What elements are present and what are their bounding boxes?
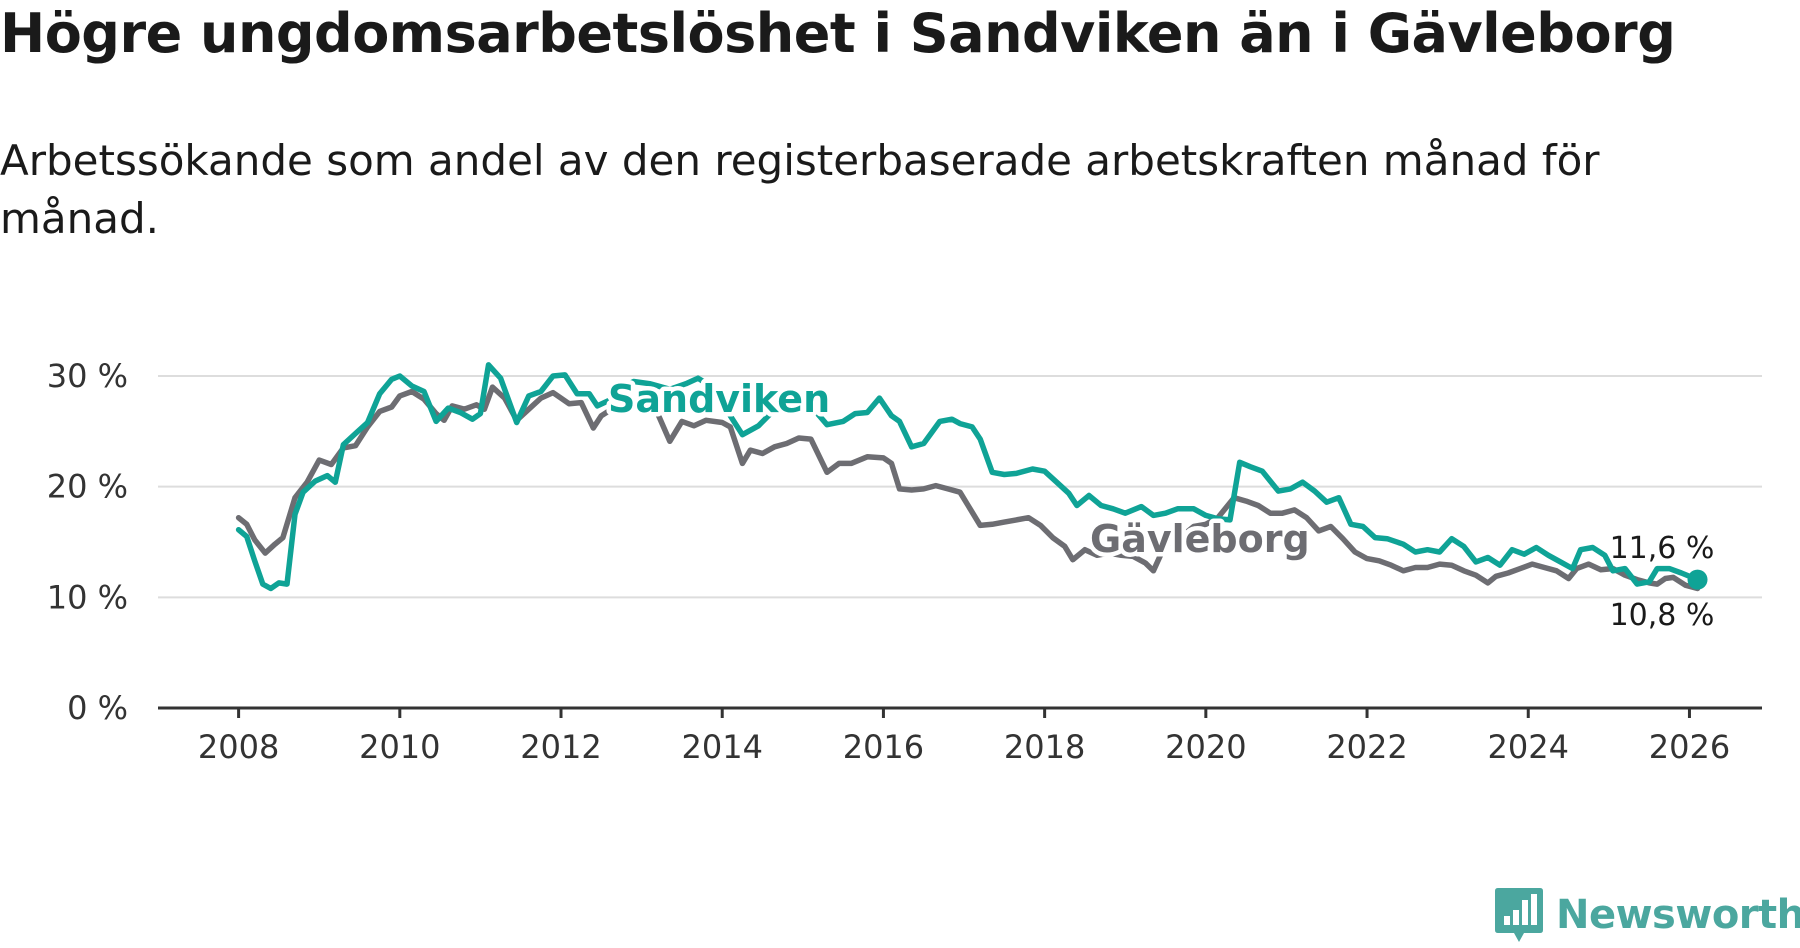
brand-name: Newsworthy	[1556, 892, 1800, 938]
x-tick-label-2016: 2016	[843, 728, 924, 766]
end-label-sandviken: 11,6 %	[1610, 531, 1715, 566]
x-tick-label-2026: 2026	[1649, 728, 1730, 766]
chart-title: Högre ungdomsarbetslöshet i Sandviken än…	[0, 2, 1676, 65]
newsworthy-logo-icon	[1495, 888, 1543, 942]
y-tick-label-10: 10 %	[47, 578, 128, 616]
x-tick-label-2014: 2014	[682, 728, 763, 766]
series-lines	[235, 362, 1708, 592]
x-tick-label-2024: 2024	[1488, 728, 1569, 766]
series-labels: Sandviken Gävleborg 11,6 % 10,8 %	[604, 373, 1715, 634]
gridlines	[158, 375, 1762, 599]
x-tick-label-2012: 2012	[520, 728, 601, 766]
x-tick-label-2010: 2010	[359, 728, 440, 766]
x-tick-label-2022: 2022	[1326, 728, 1407, 766]
y-tick-label-20: 20 %	[47, 468, 128, 506]
y-tick-label-30: 30 %	[47, 357, 128, 395]
y-tick-label-0: 0 %	[67, 689, 128, 727]
series-label-gavleborg: Gävleborg	[1090, 517, 1310, 561]
series-line-sandviken	[235, 362, 1701, 592]
axes: 0 % 10 % 20 % 30 % 2008 2010 2012 2014 2016 2018 2…	[47, 357, 1762, 766]
series-label-sandviken: Sandviken	[608, 377, 830, 421]
x-tick-label-2020: 2020	[1165, 728, 1246, 766]
x-tick-label-2018: 2018	[1004, 728, 1085, 766]
chart-subtitle: Arbetssökande som andel av den registerb…	[0, 136, 1600, 243]
end-label-gavleborg: 10,8 %	[1610, 598, 1715, 633]
newsworthy-logo: Newsworthy	[1494, 886, 1800, 944]
end-dot-sandviken	[1687, 569, 1708, 590]
series-line-gavleborg	[235, 384, 1701, 592]
x-tick-label-2008: 2008	[198, 728, 279, 766]
